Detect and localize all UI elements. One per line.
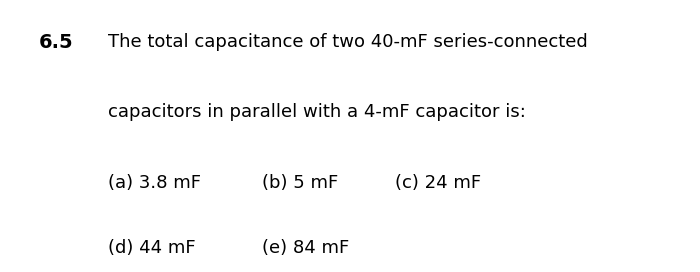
Text: (a) 3.8 mF: (a) 3.8 mF [108, 174, 202, 192]
Text: (c) 24 mF: (c) 24 mF [395, 174, 482, 192]
Text: 6.5: 6.5 [38, 33, 73, 52]
Text: The total capacitance of two 40-mF series-connected: The total capacitance of two 40-mF serie… [108, 33, 588, 51]
Text: (d) 44 mF: (d) 44 mF [108, 239, 196, 257]
Text: (b) 5 mF: (b) 5 mF [262, 174, 339, 192]
Text: (e) 84 mF: (e) 84 mF [262, 239, 350, 257]
Text: capacitors in parallel with a 4-mF capacitor is:: capacitors in parallel with a 4-mF capac… [108, 103, 526, 121]
